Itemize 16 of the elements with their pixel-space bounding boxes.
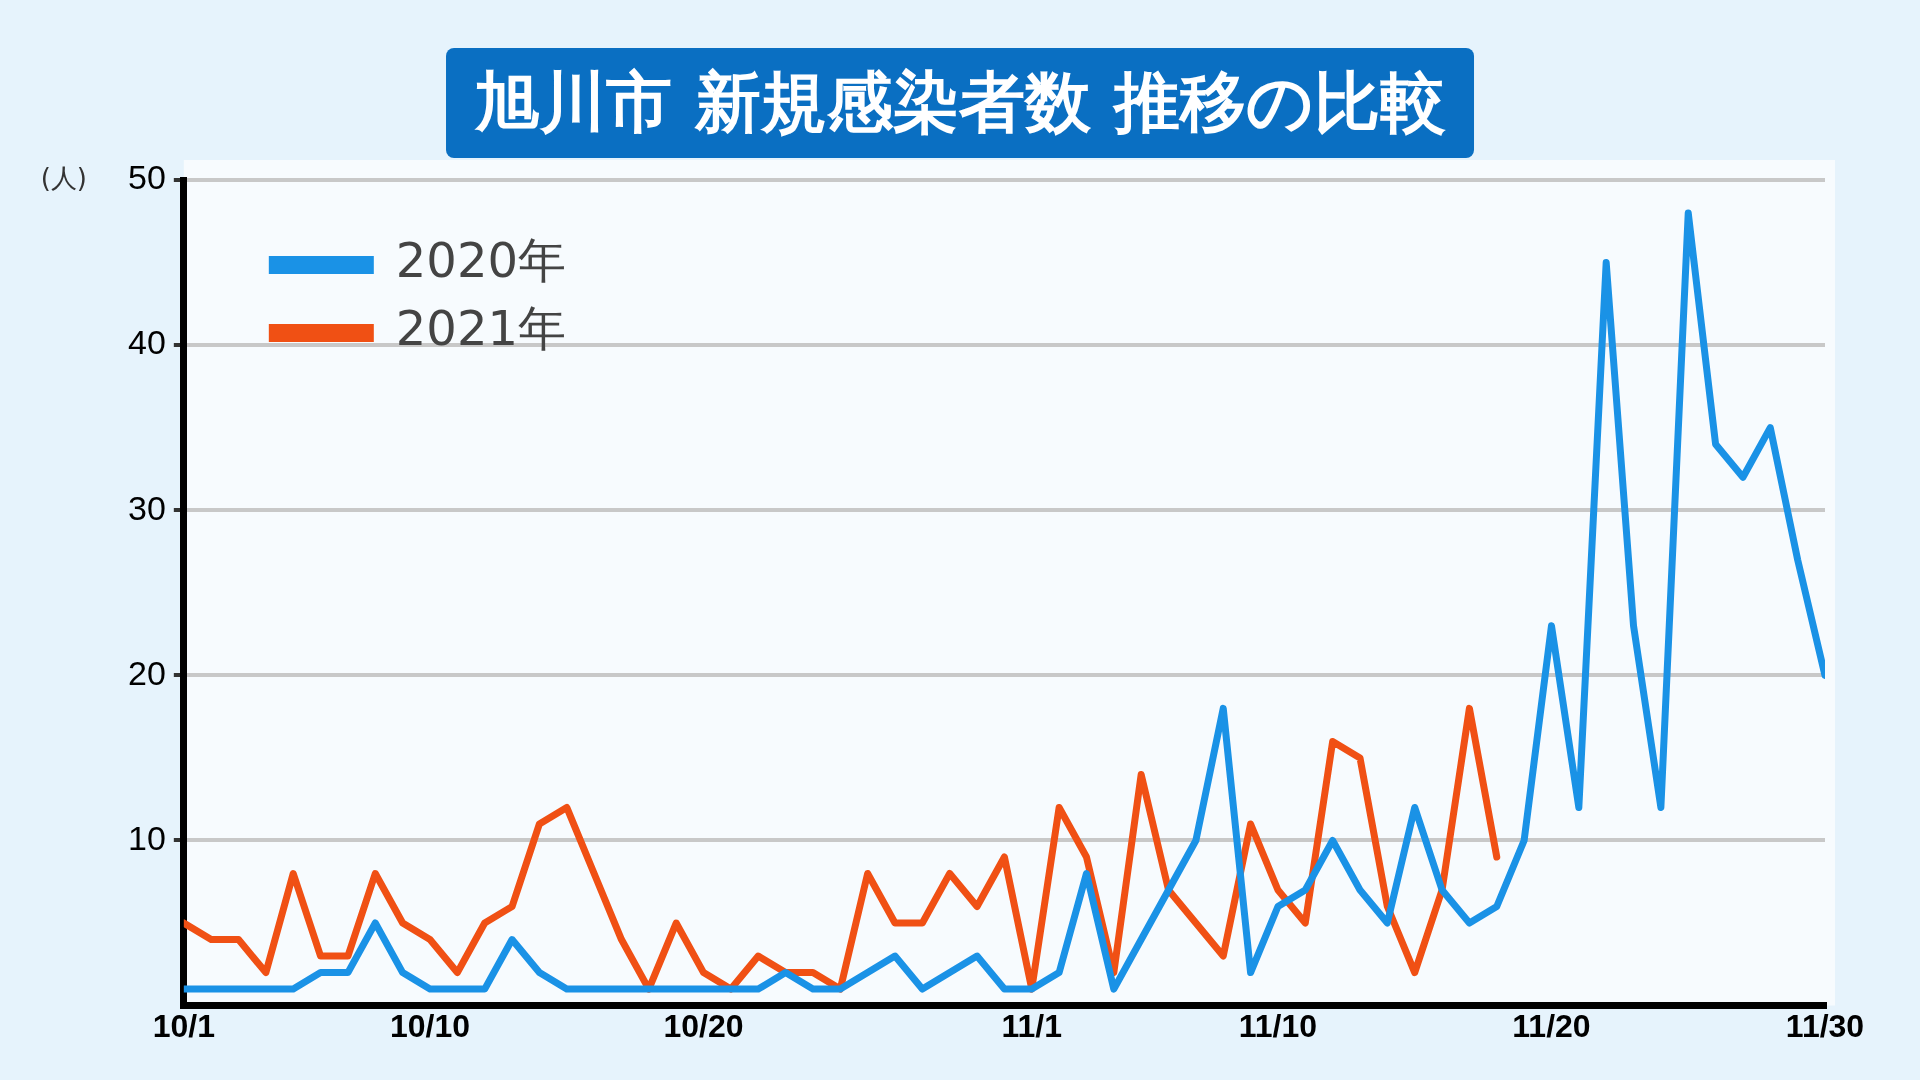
y-axis-title: (人) — [40, 162, 87, 193]
x-tick-label: 11/30 — [1785, 1007, 1865, 1044]
x-tick-label: 10/20 — [663, 1007, 744, 1044]
chart-title: 旭川市 新規感染者数 推移の比較 — [446, 48, 1474, 158]
y-tick-label: 20 — [127, 653, 166, 692]
legend-label: 2020年 — [395, 232, 566, 289]
y-tick-label: 50 — [127, 158, 166, 197]
x-tick-label: 10/10 — [389, 1007, 471, 1044]
y-tick-label: 30 — [127, 488, 166, 527]
y-tick-label: 10 — [127, 818, 166, 857]
y-tick-label: 40 — [127, 323, 166, 362]
x-tick-label: 10/1 — [152, 1007, 215, 1044]
x-tick-label: 11/1 — [1001, 1007, 1063, 1044]
x-tick-label: 11/10 — [1238, 1007, 1318, 1044]
legend-label: 2021年 — [395, 300, 566, 357]
x-tick-label: 11/20 — [1512, 1007, 1591, 1044]
